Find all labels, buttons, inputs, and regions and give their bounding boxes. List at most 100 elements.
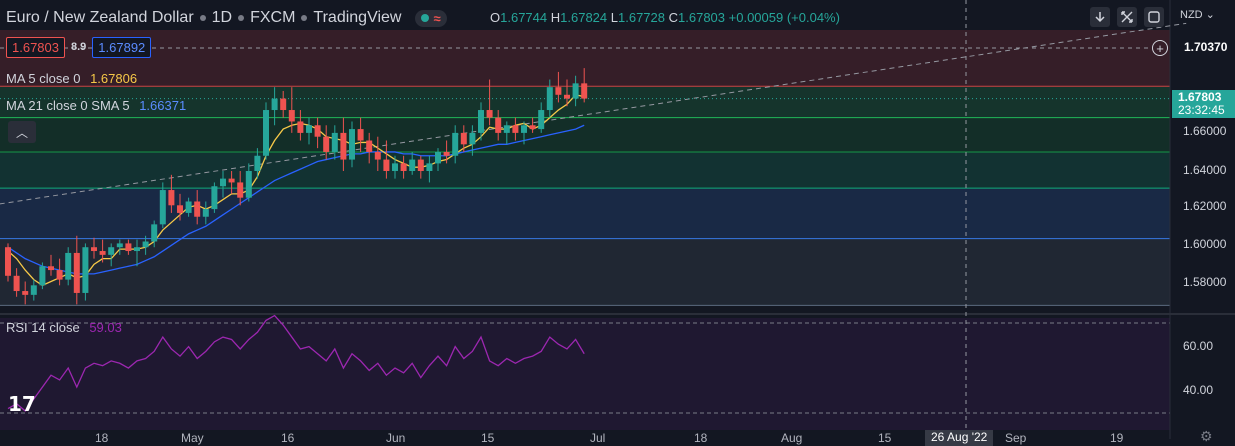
candle-body — [331, 132, 338, 152]
separator-dot — [199, 15, 206, 21]
candle-body — [357, 129, 364, 141]
candle-body — [39, 266, 46, 286]
candle-body — [254, 155, 261, 171]
ma21-value: 1.66371 — [139, 98, 187, 113]
candle-body — [237, 182, 244, 198]
candle-body — [151, 224, 158, 242]
candle-body — [220, 178, 226, 187]
ma5-legend[interactable]: MA 5 close 0 1.67806 — [6, 71, 137, 86]
candle-body — [392, 163, 398, 171]
candle-body — [538, 110, 545, 130]
wave-icon: ≈ — [433, 10, 441, 26]
gear-icon[interactable]: ⚙ — [1200, 428, 1213, 444]
zone-band — [0, 30, 1170, 87]
candle-body — [228, 178, 235, 183]
candle-body — [572, 83, 579, 99]
time-tick: 18 — [694, 431, 708, 445]
time-tick: Jul — [590, 431, 606, 445]
candle-body — [194, 201, 201, 217]
candle-body — [108, 247, 115, 255]
candle-body — [581, 83, 588, 99]
exchange-label: FXCM — [250, 9, 296, 26]
candle-body — [48, 266, 54, 271]
price-tick: 1.64000 — [1183, 163, 1227, 177]
chart-header: Euro / New Zealand Dollar 1D FXCM Tradin… — [6, 7, 447, 29]
time-tick: Sep — [1005, 431, 1027, 445]
candle-body — [271, 98, 278, 111]
rsi-legend[interactable]: RSI 14 close 59.03 — [6, 320, 122, 335]
separator-dot — [238, 15, 245, 21]
candle-body — [521, 125, 527, 133]
ma21-line — [7, 124, 585, 275]
candle-body — [30, 285, 37, 295]
candle-body — [340, 132, 347, 160]
interval-label[interactable]: 1D — [211, 9, 233, 26]
frame-icon — [1148, 11, 1160, 23]
fullscreen-button[interactable] — [1117, 7, 1137, 27]
scroll-down-button[interactable] — [1090, 7, 1110, 27]
rsi-background — [0, 318, 1170, 430]
candle-body — [125, 243, 132, 252]
candle-body — [323, 136, 330, 152]
buy-button[interactable]: 1.67892 — [92, 36, 152, 58]
candle-body — [374, 151, 381, 160]
open-label: O — [490, 10, 501, 25]
candle-body — [555, 87, 562, 95]
add-alert-button[interactable]: + — [1152, 40, 1168, 56]
candle-body — [142, 241, 149, 248]
candle-body — [349, 129, 355, 160]
zone-band — [0, 188, 1170, 239]
candle-body — [306, 125, 312, 133]
ma21-label: MA 21 close 0 SMA 5 — [6, 98, 130, 113]
candle-body — [99, 251, 106, 255]
collapse-legend-button[interactable]: ︿ — [8, 121, 36, 143]
candle-body — [443, 151, 450, 156]
separator-dot — [301, 15, 308, 21]
open-value: 1.67744 — [500, 10, 548, 25]
ma5-label: MA 5 close 0 — [6, 71, 81, 86]
tradingview-logo[interactable]: 17 — [8, 392, 36, 416]
zone-band — [0, 151, 1170, 189]
candle-body — [426, 163, 433, 171]
sell-button[interactable]: 1.67803 — [6, 36, 65, 58]
high-label: H — [550, 10, 561, 25]
candle-body — [202, 209, 209, 217]
candle-body — [65, 252, 72, 280]
zone-band — [0, 238, 1170, 306]
candle-body — [280, 98, 287, 111]
candle-body — [478, 110, 484, 133]
trade-panel: 1.67803 8.9 1.67892 — [6, 35, 152, 59]
candle-body — [435, 151, 441, 164]
candle-body — [73, 252, 80, 293]
rsi-line — [7, 314, 585, 412]
time-tick: 19 — [1110, 431, 1124, 445]
screenshot-button[interactable] — [1144, 7, 1164, 27]
currency-selector[interactable]: NZD ⌄ — [1180, 8, 1215, 21]
candle-body — [168, 190, 175, 206]
zone-band — [0, 117, 1170, 152]
candle-body — [314, 125, 321, 137]
market-status-badge[interactable]: ≈ — [415, 9, 447, 27]
low-label: L — [610, 10, 618, 25]
currency-label: NZD — [1180, 9, 1203, 21]
candle-body — [13, 275, 20, 292]
change-value: +0.00059 (+0.04%) — [728, 10, 840, 25]
time-tick: 15 — [878, 431, 892, 445]
candle-body — [409, 159, 416, 171]
candle-body — [134, 247, 140, 252]
plus-icon: + — [1156, 40, 1164, 56]
candle-body — [177, 205, 183, 213]
market-open-icon — [421, 14, 430, 22]
candle-body — [245, 171, 252, 198]
symbol-name[interactable]: Euro / New Zealand Dollar — [6, 9, 194, 26]
time-tick: Aug — [781, 431, 803, 445]
price-tick: 1.62000 — [1183, 199, 1227, 213]
expand-icon — [1121, 11, 1133, 23]
spread-value: 8.9 — [71, 41, 87, 53]
candle-body — [288, 110, 295, 122]
candle-body — [503, 125, 510, 133]
crosshair-date-label: 26 Aug '22 — [925, 430, 994, 446]
ma21-legend[interactable]: MA 21 close 0 SMA 5 1.66371 — [6, 98, 186, 113]
price-tick: 1.66000 — [1183, 124, 1227, 138]
